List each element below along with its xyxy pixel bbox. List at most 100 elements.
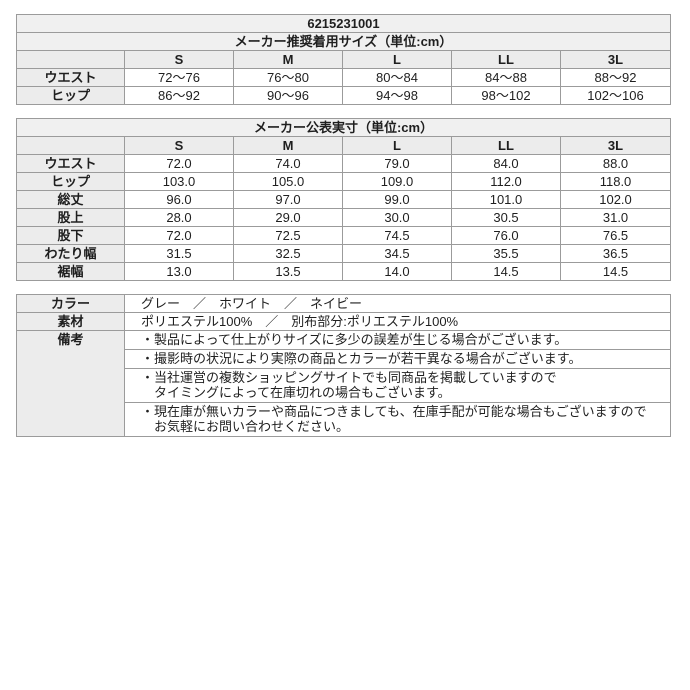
color-row: カラー グレー ／ ホワイト ／ ネイビー	[16, 294, 671, 313]
size-value: 84.0	[451, 154, 561, 173]
size-value: 105.0	[233, 172, 343, 191]
material-row: 素材 ポリエステル100% ／ 別布部分:ポリエステル100%	[16, 312, 671, 331]
size-value: 79.0	[342, 154, 452, 173]
size-value: 72～76	[124, 68, 234, 87]
corner-cell	[16, 50, 125, 69]
measurement-row-label: 裾幅	[16, 262, 125, 281]
size-column-header: LL	[451, 50, 561, 69]
size-row: 総丈 96.0 97.0 99.0 101.0 102.0	[16, 190, 672, 209]
color-value: グレー ／ ホワイト ／ ネイビー	[124, 294, 671, 313]
measurement-row-label: ウエスト	[16, 68, 125, 87]
size-value: 98～102	[451, 86, 561, 105]
size-column-header: 3L	[560, 50, 671, 69]
size-column-header: S	[124, 50, 234, 69]
measurement-row-label: ヒップ	[16, 172, 125, 191]
size-column-header: 3L	[559, 136, 672, 155]
size-column-header: M	[233, 136, 343, 155]
measurement-row-label: 股下	[16, 226, 125, 245]
note-line: ・当社運営の複数ショッピングサイトでも同商品を掲載していますので	[141, 370, 557, 385]
size-value: 72.0	[124, 154, 234, 173]
size-value: 36.5	[559, 244, 672, 263]
measurement-row-label: ヒップ	[16, 86, 125, 105]
size-row: わたり幅 31.5 32.5 34.5 35.5 36.5	[16, 244, 672, 263]
size-row: ヒップ 86～92 90～96 94～98 98～102 102～106	[16, 86, 671, 105]
measurement-row-label: ウエスト	[16, 154, 125, 173]
size-value: 76.0	[451, 226, 561, 245]
actual-size-table: メーカー公表実寸（単位:cm） S M L LL 3L ウエスト 72.0 74.0 79.0 8…	[15, 118, 672, 281]
note-cell: ・撮影時の状況により実際の商品とカラーが若干異なる場合がございます。	[124, 349, 671, 369]
size-value: 35.5	[451, 244, 561, 263]
measurement-row-label: わたり幅	[16, 244, 125, 263]
note-line: タイミングによって在庫切れの場合もございます。	[154, 385, 451, 400]
product-code-row: 6215231001	[16, 14, 671, 33]
material-label: 素材	[16, 312, 125, 331]
size-value: 29.0	[233, 208, 343, 227]
note-line: ・撮影時の状況により実際の商品とカラーが若干異なる場合がございます。	[141, 351, 582, 366]
size-value: 31.0	[559, 208, 672, 227]
note-cell: ・現在庫が無いカラーや商品につきましても、在庫手配が可能な場合もございますのでお…	[124, 402, 671, 437]
notes-row: ・撮影時の状況により実際の商品とカラーが若干異なる場合がございます。	[17, 349, 671, 369]
size-column-header: S	[124, 136, 234, 155]
size-value: 103.0	[124, 172, 234, 191]
size-value: 32.5	[233, 244, 343, 263]
recommended-size-title: メーカー推奨着用サイズ（単位:cm）	[16, 32, 671, 51]
size-row: 裾幅 13.0 13.5 14.0 14.5 14.5	[16, 262, 672, 281]
size-row: ウエスト 72～76 76～80 80～84 84～88 88～92	[16, 68, 671, 87]
size-value: 94～98	[342, 86, 452, 105]
note-cell: ・製品によって仕上がりサイズに多少の誤差が生じる場合がございます。	[124, 330, 671, 350]
size-value: 14.5	[451, 262, 561, 281]
color-label: カラー	[16, 294, 125, 313]
size-value: 31.5	[124, 244, 234, 263]
size-value: 14.0	[342, 262, 452, 281]
size-value: 80～84	[342, 68, 452, 87]
size-value: 28.0	[124, 208, 234, 227]
size-row: 股下 72.0 72.5 74.5 76.0 76.5	[16, 226, 672, 245]
size-value: 90～96	[233, 86, 343, 105]
size-column-header: M	[233, 50, 343, 69]
recommended-size-table: 6215231001 メーカー推奨着用サイズ（単位:cm） S M L LL 3L ウエス…	[16, 14, 671, 105]
size-value: 34.5	[342, 244, 452, 263]
product-info-table: カラー グレー ／ ホワイト ／ ネイビー 素材 ポリエステル100% ／ 別布…	[16, 294, 671, 437]
size-value: 99.0	[342, 190, 452, 209]
notes-row: 備考 ・製品によって仕上がりサイズに多少の誤差が生じる場合がございます。	[16, 330, 671, 437]
size-column-header: LL	[451, 136, 561, 155]
size-value: 97.0	[233, 190, 343, 209]
size-value: 30.5	[451, 208, 561, 227]
note-line: ・現在庫が無いカラーや商品につきましても、在庫手配が可能な場合もございますので	[141, 404, 647, 419]
size-value: 13.5	[233, 262, 343, 281]
size-value: 101.0	[451, 190, 561, 209]
product-code: 6215231001	[16, 14, 671, 33]
size-column-header: L	[342, 136, 452, 155]
actual-size-title: メーカー公表実寸（単位:cm）	[15, 118, 672, 137]
size-value: 72.5	[233, 226, 343, 245]
measurement-row-label: 股上	[16, 208, 125, 227]
note-line: ・製品によって仕上がりサイズに多少の誤差が生じる場合がございます。	[141, 332, 568, 347]
size-header-row: S M L LL 3L	[16, 50, 671, 69]
size-header-row: S M L LL 3L	[16, 136, 672, 155]
corner-cell	[16, 136, 125, 155]
size-row: ヒップ 103.0 105.0 109.0 112.0 118.0	[16, 172, 672, 191]
size-value: 13.0	[124, 262, 234, 281]
size-value: 74.0	[233, 154, 343, 173]
size-value: 112.0	[451, 172, 561, 191]
size-value: 76～80	[233, 68, 343, 87]
size-value: 88～92	[560, 68, 671, 87]
note-line: お気軽にお問い合わせください。	[154, 419, 350, 434]
material-value: ポリエステル100% ／ 別布部分:ポリエステル100%	[124, 312, 671, 331]
table-title-row: メーカー推奨着用サイズ（単位:cm）	[16, 32, 671, 51]
size-value: 30.0	[342, 208, 452, 227]
size-value: 86～92	[124, 86, 234, 105]
size-value: 76.5	[559, 226, 672, 245]
size-value: 74.5	[342, 226, 452, 245]
size-value: 102～106	[560, 86, 671, 105]
size-value: 109.0	[342, 172, 452, 191]
measurement-row-label: 総丈	[16, 190, 125, 209]
size-value: 72.0	[124, 226, 234, 245]
notes-label: 備考	[16, 330, 125, 437]
size-value: 96.0	[124, 190, 234, 209]
size-value: 88.0	[559, 154, 672, 173]
size-value: 14.5	[559, 262, 672, 281]
note-cell: ・当社運営の複数ショッピングサイトでも同商品を掲載していますので タイミングによっ…	[124, 368, 671, 403]
size-row: ウエスト 72.0 74.0 79.0 84.0 88.0	[16, 154, 672, 173]
